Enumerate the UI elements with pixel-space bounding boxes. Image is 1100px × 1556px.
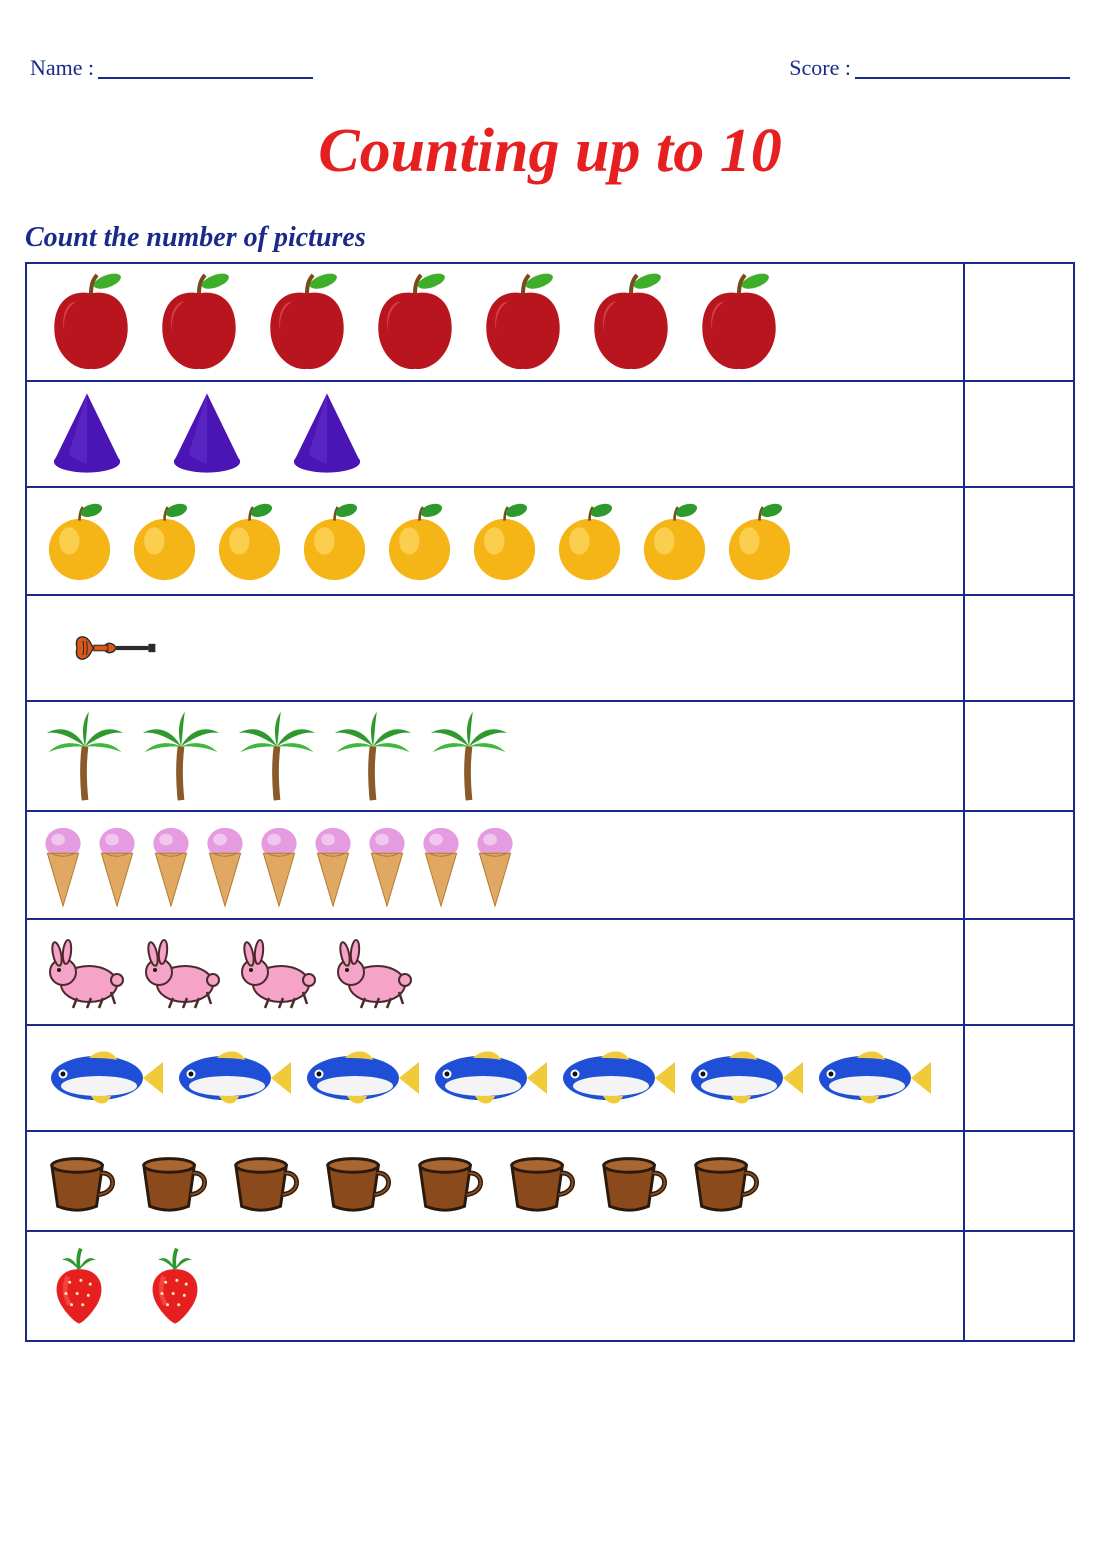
- rabbit-icon: [133, 932, 225, 1012]
- cone-icon: [37, 388, 137, 480]
- apple-icon: [253, 271, 361, 373]
- name-underline[interactable]: [98, 77, 313, 79]
- table-row: [26, 811, 1074, 919]
- fish-icon: [805, 1042, 933, 1114]
- icecream-icon: [145, 820, 197, 910]
- apple-icon: [145, 271, 253, 373]
- orange-icon: [37, 497, 122, 585]
- instruction-text: Count the number of pictures: [25, 222, 1075, 254]
- apple-icon: [361, 271, 469, 373]
- score-field: Score :: [789, 55, 1070, 81]
- header-line: Name : Score :: [25, 55, 1075, 81]
- answer-cell[interactable]: [964, 701, 1074, 811]
- cup-icon: [37, 1146, 123, 1216]
- table-row: [26, 919, 1074, 1025]
- fish-icon: [549, 1042, 677, 1114]
- pictures-cell: [26, 919, 964, 1025]
- answer-cell[interactable]: [964, 1131, 1074, 1231]
- answer-cell[interactable]: [964, 381, 1074, 487]
- apple-icon: [577, 271, 685, 373]
- fish-icon: [421, 1042, 549, 1114]
- pictures-cell: [26, 701, 964, 811]
- pictures-cell: [26, 1025, 964, 1131]
- icecream-icon: [361, 820, 413, 910]
- orange-icon: [122, 497, 207, 585]
- icecream-icon: [415, 820, 467, 910]
- palm-icon: [37, 708, 133, 804]
- orange-icon: [717, 497, 802, 585]
- score-label: Score :: [789, 55, 851, 81]
- table-row: [26, 381, 1074, 487]
- cone-icon: [157, 388, 257, 480]
- strawberry-icon: [133, 1243, 217, 1329]
- cup-icon: [681, 1146, 767, 1216]
- rabbit-icon: [229, 932, 321, 1012]
- name-field: Name :: [30, 55, 313, 81]
- pictures-cell: [26, 1231, 964, 1341]
- strawberry-icon: [37, 1243, 121, 1329]
- orange-icon: [632, 497, 717, 585]
- pictures-cell: [26, 487, 964, 595]
- table-row: [26, 1231, 1074, 1341]
- cup-icon: [589, 1146, 675, 1216]
- orange-icon: [547, 497, 632, 585]
- palm-icon: [133, 708, 229, 804]
- icecream-icon: [199, 820, 251, 910]
- orange-icon: [292, 497, 377, 585]
- counting-table: [25, 262, 1075, 1342]
- table-row: [26, 1025, 1074, 1131]
- table-row: [26, 1131, 1074, 1231]
- pictures-cell: [26, 263, 964, 381]
- table-row: [26, 595, 1074, 701]
- answer-cell[interactable]: [964, 811, 1074, 919]
- orange-icon: [462, 497, 547, 585]
- palm-icon: [229, 708, 325, 804]
- fish-icon: [293, 1042, 421, 1114]
- pictures-cell: [26, 1131, 964, 1231]
- table-row: [26, 487, 1074, 595]
- cup-icon: [497, 1146, 583, 1216]
- page-title: Counting up to 10: [25, 116, 1075, 187]
- apple-icon: [469, 271, 577, 373]
- answer-cell[interactable]: [964, 263, 1074, 381]
- score-underline[interactable]: [855, 77, 1070, 79]
- name-label: Name :: [30, 55, 94, 81]
- apple-icon: [685, 271, 793, 373]
- icecream-icon: [253, 820, 305, 910]
- pictures-cell: [26, 381, 964, 487]
- palm-icon: [325, 708, 421, 804]
- answer-cell[interactable]: [964, 487, 1074, 595]
- table-row: [26, 263, 1074, 381]
- cup-icon: [313, 1146, 399, 1216]
- cup-icon: [129, 1146, 215, 1216]
- violin-icon: [37, 613, 187, 683]
- cone-icon: [277, 388, 377, 480]
- icecream-icon: [37, 820, 89, 910]
- cup-icon: [221, 1146, 307, 1216]
- fish-icon: [677, 1042, 805, 1114]
- icecream-icon: [307, 820, 359, 910]
- pictures-cell: [26, 811, 964, 919]
- rabbit-icon: [325, 932, 417, 1012]
- pictures-cell: [26, 595, 964, 701]
- answer-cell[interactable]: [964, 1231, 1074, 1341]
- answer-cell[interactable]: [964, 595, 1074, 701]
- table-row: [26, 701, 1074, 811]
- answer-cell[interactable]: [964, 1025, 1074, 1131]
- palm-icon: [421, 708, 517, 804]
- orange-icon: [377, 497, 462, 585]
- orange-icon: [207, 497, 292, 585]
- fish-icon: [165, 1042, 293, 1114]
- cup-icon: [405, 1146, 491, 1216]
- fish-icon: [37, 1042, 165, 1114]
- rabbit-icon: [37, 932, 129, 1012]
- apple-icon: [37, 271, 145, 373]
- icecream-icon: [469, 820, 521, 910]
- icecream-icon: [91, 820, 143, 910]
- answer-cell[interactable]: [964, 919, 1074, 1025]
